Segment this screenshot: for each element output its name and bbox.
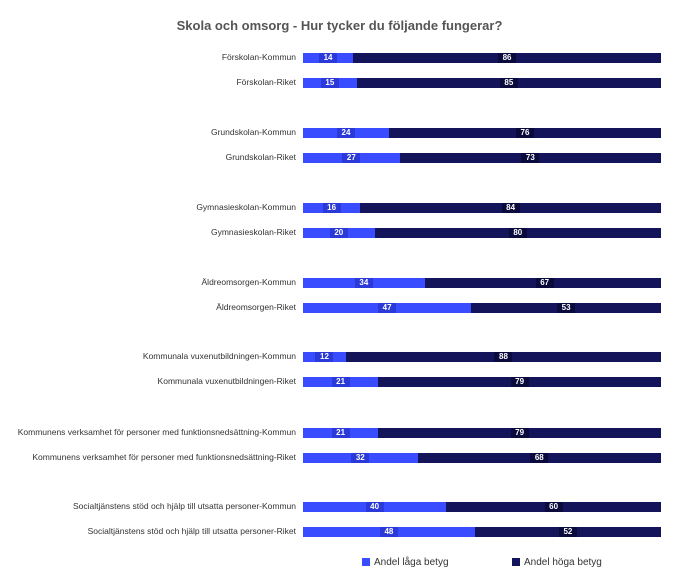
data-label: 47	[378, 303, 397, 313]
category-label: Gymnasieskolan-Riket	[210, 227, 296, 237]
data-label: 68	[530, 453, 549, 463]
data-label: 86	[498, 53, 517, 63]
data-label: 60	[544, 502, 563, 512]
legend-label: Andel höga betyg	[524, 557, 602, 568]
data-label: 53	[557, 303, 576, 313]
data-label: 88	[494, 352, 513, 362]
category-label: Socialtjänstens stöd och hjälp till utsa…	[72, 501, 296, 511]
data-label: 84	[501, 203, 520, 213]
category-label: Grundskolan-Riket	[225, 152, 296, 162]
category-label: Förskolan-Kommun	[221, 52, 296, 62]
data-label: 67	[535, 278, 554, 288]
data-label: 15	[320, 78, 339, 88]
chart-title: Skola och omsorg - Hur tycker du följand…	[176, 18, 503, 33]
data-label: 27	[342, 153, 361, 163]
category-label: Gymnasieskolan-Kommun	[196, 202, 296, 212]
data-label: 80	[508, 228, 527, 238]
data-label: 24	[336, 128, 355, 138]
data-label: 14	[319, 53, 338, 63]
data-label: 73	[521, 153, 540, 163]
category-label: Kommunala vuxenutbildningen-Riket	[157, 376, 296, 386]
data-label: 20	[329, 228, 348, 238]
category-label: Förskolan-Riket	[236, 77, 296, 87]
category-label: Kommunens verksamhet för personer med fu…	[32, 452, 296, 462]
data-label: 21	[331, 428, 350, 438]
category-label: Äldreomsorgen-Riket	[216, 302, 296, 312]
data-label: 85	[499, 78, 518, 88]
data-label: 32	[351, 453, 370, 463]
category-label: Socialtjänstens stöd och hjälp till utsa…	[87, 526, 296, 536]
category-label: Kommunens verksamhet för personer med fu…	[17, 427, 296, 437]
data-label: 76	[515, 128, 534, 138]
category-label: Kommunala vuxenutbildningen-Kommun	[142, 351, 296, 361]
legend-item: Andel höga betyg	[512, 557, 602, 568]
category-label: Äldreomsorgen-Kommun	[201, 277, 296, 287]
data-label: 48	[379, 527, 398, 537]
data-label: 52	[558, 527, 577, 537]
legend-item: Andel låga betyg	[362, 557, 449, 568]
data-label: 16	[322, 203, 341, 213]
data-label: 12	[315, 352, 334, 362]
data-label: 21	[331, 377, 350, 387]
data-label: 34	[354, 278, 373, 288]
legend-swatch	[362, 558, 370, 567]
legend-swatch	[512, 558, 520, 567]
data-label: 40	[365, 502, 384, 512]
category-label: Grundskolan-Kommun	[210, 127, 296, 137]
data-label: 79	[510, 428, 529, 438]
legend-label: Andel låga betyg	[374, 557, 449, 568]
data-label: 79	[510, 377, 529, 387]
